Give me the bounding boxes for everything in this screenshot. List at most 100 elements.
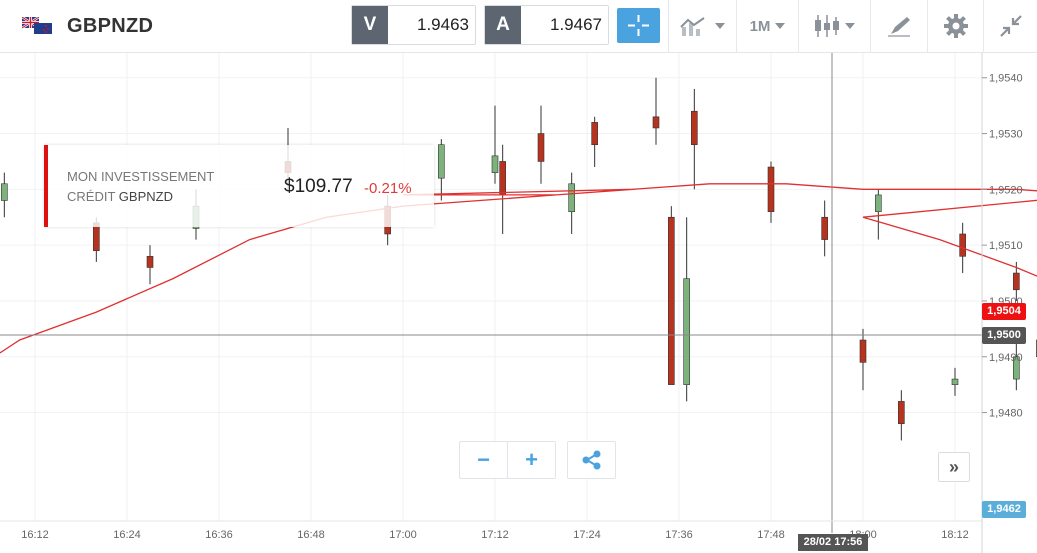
candle-body-down [691, 110, 698, 146]
zoom-out-button[interactable]: − [459, 441, 508, 479]
timeframe-label: 1M [749, 17, 771, 35]
x-tick-label: 17:12 [481, 529, 509, 541]
candle [898, 390, 905, 441]
investment-position: CRÉDIT GBPNZD [67, 189, 173, 204]
price-chart[interactable]: 1,9540 1,9530 1,9520 1,9510 1,9500 1,9490 1,94… [0, 53, 1037, 553]
candle-body-up [683, 278, 690, 385]
candle [691, 88, 698, 190]
investment-title: MON INVESTISSEMENT [67, 169, 215, 184]
gear-icon [943, 14, 968, 38]
candle [499, 144, 506, 234]
draw-tools-button[interactable] [870, 0, 927, 52]
crosshair-time-label: 28/02 17:56 [798, 534, 868, 551]
candle [875, 189, 882, 240]
chart-grid [0, 53, 982, 521]
chevron-down-icon [775, 23, 786, 29]
candle-body-up [1013, 356, 1020, 380]
x-tick-label: 17:48 [757, 529, 785, 541]
collapse-icon [999, 15, 1022, 37]
y-tick-label: 1,9490 [989, 352, 1023, 364]
candle-body-down [767, 166, 775, 212]
candle [491, 105, 499, 184]
sell-label: V [352, 6, 388, 44]
candle [1013, 261, 1020, 301]
buy-price-button[interactable]: A 1.9467 [484, 5, 609, 45]
minus-icon: − [477, 447, 490, 472]
chevron-down-icon [715, 23, 725, 29]
collapse-button[interactable] [983, 0, 1037, 52]
candle-body-down [821, 216, 828, 240]
buy-price: 1.9467 [550, 15, 602, 34]
candle [821, 200, 828, 257]
candle-body-down [959, 233, 966, 257]
candle-body-down [537, 133, 545, 162]
chart-type-button[interactable] [798, 0, 870, 52]
candle [591, 116, 598, 168]
candle-body-down [1013, 272, 1020, 291]
candle-body-down [652, 116, 660, 129]
candle-body-up [951, 378, 959, 385]
timeframe-dropdown[interactable]: 1M [736, 0, 798, 52]
candle [668, 206, 675, 385]
candlestick-type-icon [815, 15, 839, 37]
candle [652, 77, 660, 145]
plus-icon: + [525, 447, 538, 472]
x-tick-label: 16:36 [205, 529, 233, 541]
candle-body-down [859, 339, 867, 363]
candle-body-up [875, 194, 882, 212]
settings-button[interactable] [927, 0, 983, 52]
candle-body-up [491, 155, 499, 173]
chevron-down-icon [845, 23, 855, 29]
position-symbol: GBPNZD [118, 189, 173, 204]
y-tick-label: 1,9530 [989, 129, 1023, 141]
y-tick-label: 1,9520 [989, 184, 1023, 196]
candle [859, 328, 867, 391]
share-button[interactable] [567, 441, 616, 479]
candle [438, 139, 445, 201]
x-tick-label: 18:12 [941, 529, 969, 541]
candle-body-up [438, 144, 445, 179]
ma-value-label: 1,9504 [982, 303, 1026, 320]
investment-change: -0.21% [364, 180, 412, 197]
crosshair-button[interactable] [617, 8, 660, 43]
x-tick-label: 17:36 [665, 529, 693, 541]
candle [951, 367, 959, 396]
candle [683, 217, 690, 402]
candle [767, 161, 775, 223]
y-tick-label: 1,9480 [989, 408, 1023, 420]
indicators-icon [680, 17, 705, 36]
y-tick-label: 1,9540 [989, 73, 1023, 85]
sell-price: 1.9463 [417, 15, 469, 34]
share-icon [582, 450, 600, 470]
symbol-title: GBPNZD [67, 15, 154, 37]
current-price-label: 1,9462 [982, 501, 1026, 518]
zoom-in-button[interactable]: + [507, 441, 556, 479]
scroll-to-latest-button[interactable]: » [938, 452, 970, 482]
x-tick-label: 17:24 [573, 529, 601, 541]
x-tick-label: 17:00 [389, 529, 417, 541]
candle [537, 105, 545, 184]
x-tick-label: 16:48 [297, 529, 325, 541]
buy-label: A [485, 6, 521, 44]
investment-panel[interactable]: MON INVESTISSEMENT CRÉDIT GBPNZD $109.77… [44, 145, 434, 227]
candle [568, 172, 575, 234]
x-tick-label: 16:24 [113, 529, 141, 541]
crosshair-icon [628, 15, 649, 36]
candle [1013, 340, 1020, 391]
candle-body-up [1, 183, 8, 201]
candle-body-up [568, 183, 575, 212]
x-tick-label: 16:12 [21, 529, 49, 541]
candle-body-down [93, 222, 100, 252]
candlestick-series [1, 77, 1037, 441]
sell-price-button[interactable]: V 1.9463 [351, 5, 476, 45]
moving-average-line [0, 183, 1037, 354]
candle-body-down [146, 256, 154, 268]
y-tick-label: 1,9510 [989, 240, 1023, 252]
candle [1, 172, 8, 218]
indicators-button[interactable] [668, 0, 736, 52]
uk-nz-flag-icon [22, 17, 52, 34]
investment-amount: $109.77 [284, 176, 353, 197]
position-prefix: CRÉDIT [67, 189, 116, 204]
candle-body-down [668, 216, 675, 385]
chart-toolbar: GBPNZD V 1.9463 A 1.9467 1M [0, 0, 1037, 53]
